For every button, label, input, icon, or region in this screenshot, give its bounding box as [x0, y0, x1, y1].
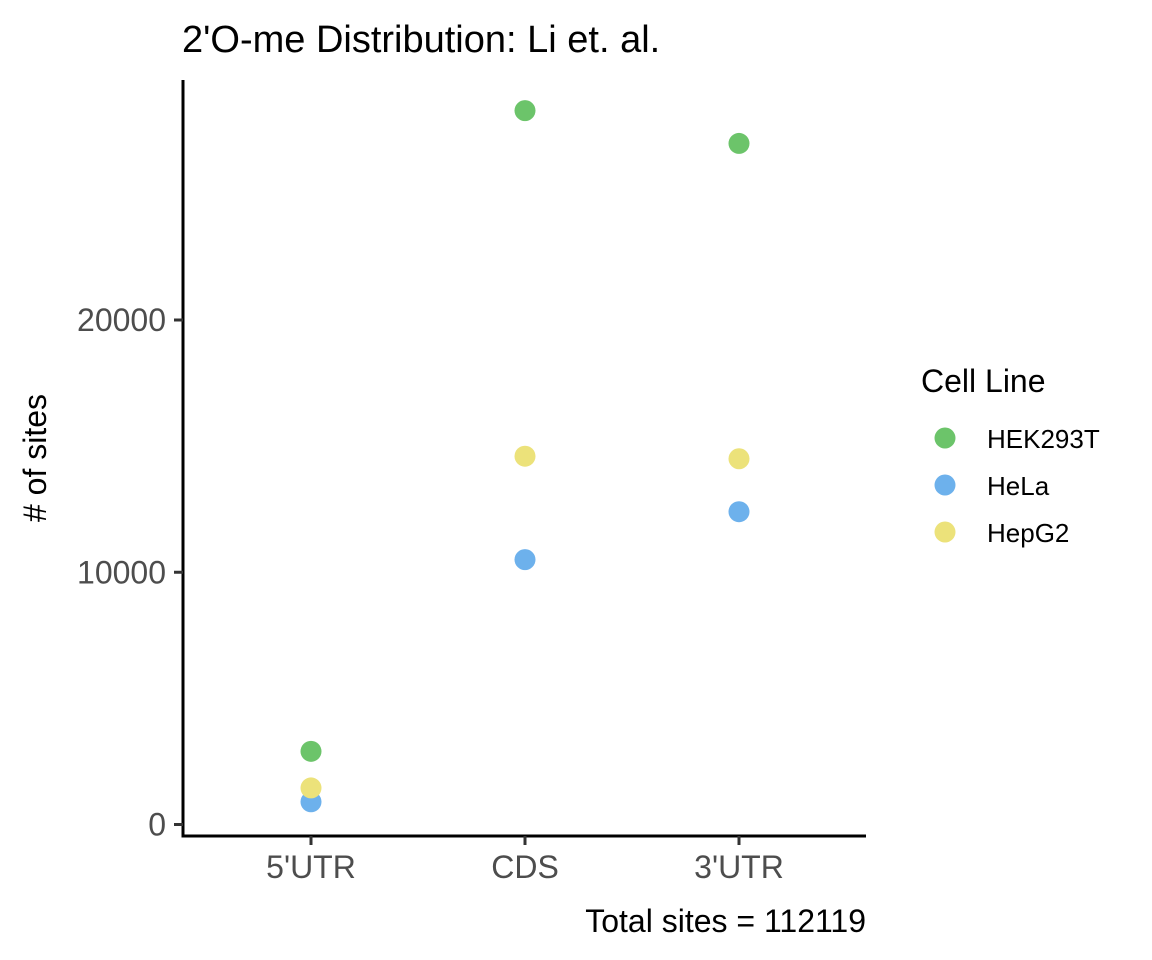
legend-key-hek293t: [934, 427, 956, 449]
x-tick-label: CDS: [491, 849, 559, 885]
legend: Cell Line HEK293T HeLa HepG2: [921, 363, 1100, 548]
legend-key-hepg2: [934, 521, 956, 543]
legend-label: HEK293T: [987, 424, 1100, 454]
x-axis-ticks: 5'UTR CDS 3'UTR: [266, 836, 784, 885]
y-tick-label: 10000: [77, 554, 166, 590]
data-point-hepg2: [300, 777, 322, 799]
legend-title: Cell Line: [921, 363, 1046, 399]
data-point-hela: [514, 549, 536, 571]
legend-label: HeLa: [987, 471, 1050, 501]
chart-caption: Total sites = 112119: [585, 903, 866, 939]
x-tick-label: 3'UTR: [694, 849, 784, 885]
x-tick-label: 5'UTR: [266, 849, 356, 885]
legend-label: HepG2: [987, 518, 1069, 548]
y-tick-label: 0: [148, 807, 166, 843]
data-point-hek293t: [728, 132, 750, 154]
y-axis-ticks: 0 10000 20000: [77, 302, 183, 843]
legend-key-hela: [934, 474, 956, 496]
data-point-hela: [728, 501, 750, 523]
data-point-hek293t: [300, 740, 322, 762]
data-point-hepg2: [728, 448, 750, 470]
y-tick-label: 20000: [77, 302, 166, 338]
chart-title: 2'O-me Distribution: Li et. al.: [182, 19, 660, 61]
data-point-hepg2: [514, 445, 536, 467]
plot-area: [300, 100, 750, 813]
data-point-hek293t: [514, 100, 536, 122]
y-axis-title: # of sites: [17, 394, 53, 522]
